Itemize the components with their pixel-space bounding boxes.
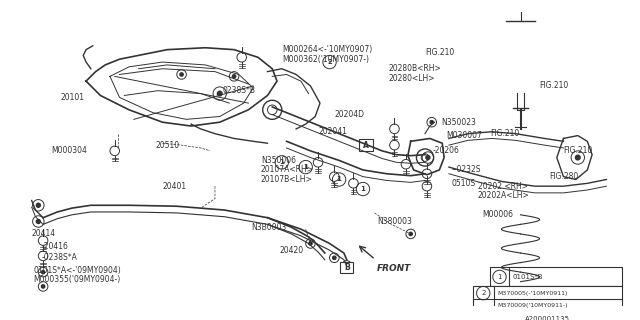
- Text: 2: 2: [327, 59, 332, 65]
- Text: FIG.210: FIG.210: [490, 129, 519, 138]
- Text: M030007: M030007: [446, 131, 482, 140]
- FancyBboxPatch shape: [359, 140, 372, 151]
- Text: 0238S*B: 0238S*B: [223, 86, 255, 95]
- Text: M00006: M00006: [483, 210, 513, 219]
- Text: 20280B<RH>: 20280B<RH>: [388, 64, 442, 73]
- Text: 20107B<LH>: 20107B<LH>: [261, 175, 312, 184]
- Circle shape: [36, 220, 40, 223]
- Text: FIG.210: FIG.210: [540, 81, 569, 91]
- Text: N3B0003: N3B0003: [252, 223, 287, 232]
- Text: 20202 <RH>: 20202 <RH>: [477, 182, 527, 191]
- Text: 1: 1: [303, 164, 308, 170]
- Circle shape: [430, 121, 433, 124]
- Text: 20280<LH>: 20280<LH>: [388, 74, 435, 83]
- Text: 202041: 202041: [318, 127, 347, 136]
- FancyBboxPatch shape: [473, 286, 621, 311]
- Text: 20204D: 20204D: [334, 110, 364, 119]
- Text: FIG.210: FIG.210: [425, 48, 454, 57]
- Circle shape: [42, 285, 45, 288]
- Text: 20401: 20401: [163, 182, 187, 191]
- Text: 20420: 20420: [280, 246, 304, 255]
- Text: 20510: 20510: [156, 140, 180, 150]
- Text: M370005(-'10MY0911): M370005(-'10MY0911): [497, 291, 568, 296]
- Text: 2: 2: [481, 290, 486, 296]
- Text: N380003: N380003: [378, 217, 412, 226]
- Circle shape: [42, 270, 45, 274]
- FancyBboxPatch shape: [340, 262, 353, 273]
- Text: 0101S*B: 0101S*B: [513, 274, 543, 280]
- Text: A: A: [363, 140, 369, 150]
- Text: -20206: -20206: [433, 146, 460, 155]
- Text: 0510S: 0510S: [452, 179, 476, 188]
- Text: -0238S*A: -0238S*A: [41, 253, 77, 262]
- Text: 1: 1: [360, 186, 365, 192]
- Text: B: B: [344, 263, 349, 272]
- Text: 20202A<LH>: 20202A<LH>: [477, 191, 529, 200]
- Text: M000304: M000304: [51, 146, 86, 155]
- Text: N350023: N350023: [441, 118, 476, 127]
- Text: M000264<-'10MY0907): M000264<-'10MY0907): [282, 45, 372, 54]
- Circle shape: [36, 203, 40, 207]
- Text: 1: 1: [280, 159, 284, 165]
- Circle shape: [232, 75, 236, 78]
- Text: 1: 1: [337, 177, 342, 182]
- Text: 20107A<RH>: 20107A<RH>: [261, 165, 314, 174]
- Text: FRONT: FRONT: [378, 263, 412, 273]
- Text: M370009('10MY0911-): M370009('10MY0911-): [497, 303, 568, 308]
- Circle shape: [345, 264, 348, 267]
- Text: M000362('10MY0907-): M000362('10MY0907-): [282, 55, 369, 64]
- Circle shape: [218, 91, 222, 96]
- Text: FIG.210: FIG.210: [563, 146, 593, 155]
- Circle shape: [180, 73, 183, 76]
- Circle shape: [426, 156, 430, 160]
- Text: 20414: 20414: [31, 229, 56, 238]
- Circle shape: [333, 256, 336, 260]
- Circle shape: [409, 232, 412, 236]
- Text: 20101: 20101: [60, 93, 84, 102]
- Text: A200001135: A200001135: [525, 316, 570, 320]
- Text: FIG.280: FIG.280: [549, 172, 579, 181]
- Text: N350006: N350006: [261, 156, 296, 165]
- Text: --0232S: --0232S: [452, 165, 481, 174]
- Text: -20416: -20416: [41, 242, 68, 251]
- Text: 0101S*A<-'09MY0904): 0101S*A<-'09MY0904): [33, 266, 122, 275]
- Circle shape: [308, 242, 312, 245]
- Text: 1: 1: [497, 274, 502, 280]
- Circle shape: [575, 155, 580, 160]
- FancyBboxPatch shape: [490, 267, 621, 286]
- Text: M000355('09MY0904-): M000355('09MY0904-): [33, 275, 121, 284]
